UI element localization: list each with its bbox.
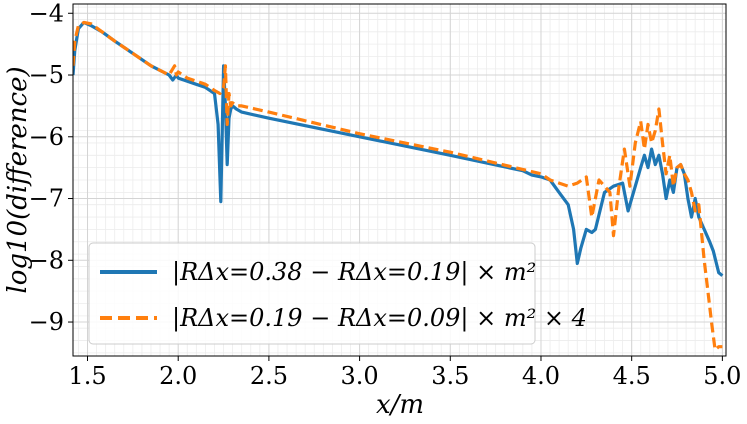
legend-box xyxy=(88,242,536,345)
legend: |RΔx=0.38 − RΔx=0.19| × m² |RΔx=0.19 − R… xyxy=(88,242,587,345)
x-tick-label: 4.0 xyxy=(522,362,560,390)
y-axis-label: log10(difference) xyxy=(3,66,33,293)
x-tick-labels: 1.5 2.0 2.5 3.0 3.5 4.0 4.5 5.0 xyxy=(68,362,741,390)
x-tick-label: 2.5 xyxy=(250,362,288,390)
x-tick-label: 2.0 xyxy=(159,362,197,390)
series-line-2 xyxy=(73,20,723,352)
y-tick-label: −8 xyxy=(29,246,64,274)
y-tick-label: −9 xyxy=(29,308,64,336)
y-tick-labels: −9 −8 −7 −6 −5 −4 xyxy=(29,0,64,336)
legend-label-series-1: |RΔx=0.38 − RΔx=0.19| × m² xyxy=(172,258,536,287)
y-tick-label: −5 xyxy=(29,61,64,89)
x-axis-label: x/m xyxy=(376,390,424,420)
legend-label-series-2: |RΔx=0.19 − RΔx=0.09| × m² × 4 xyxy=(172,304,587,333)
x-tick-label: 5.0 xyxy=(703,362,741,390)
x-tick-label: 3.0 xyxy=(341,362,379,390)
ticks-layer xyxy=(68,12,723,361)
plot-frame xyxy=(72,3,727,357)
x-tick-label: 3.5 xyxy=(431,362,469,390)
x-tick-label: 4.5 xyxy=(613,362,651,390)
y-tick-label: −7 xyxy=(29,185,64,213)
y-tick-label: −6 xyxy=(29,123,64,151)
x-tick-label: 1.5 xyxy=(68,362,106,390)
y-tick-label: −4 xyxy=(29,0,64,27)
series-layer xyxy=(73,20,724,352)
